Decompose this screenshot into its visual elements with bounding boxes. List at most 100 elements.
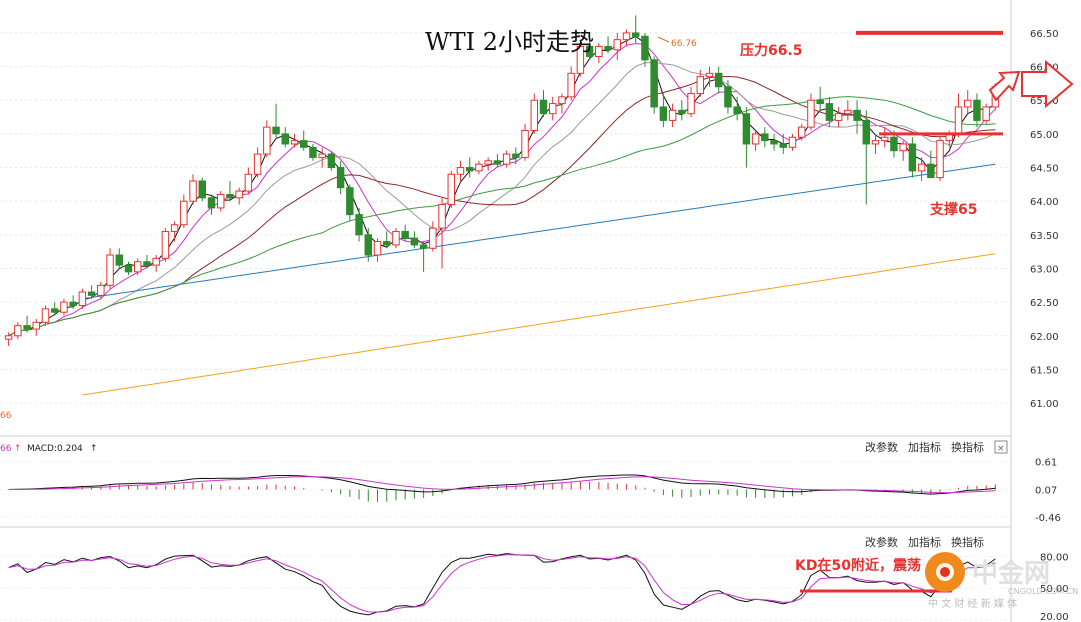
kd-grid <box>0 555 1011 621</box>
price-tick-label: 61.00 <box>1030 399 1059 410</box>
candle-down <box>336 167 345 189</box>
candle-up <box>244 173 253 192</box>
candle-up <box>954 106 963 135</box>
candle-down <box>816 99 824 105</box>
candle-up <box>429 227 437 249</box>
candle-down <box>927 163 935 179</box>
left-edge-label: 66 <box>0 411 12 421</box>
macd-axis: 0.61 0.07 -0.46 <box>1035 458 1061 524</box>
candle-down <box>770 140 778 145</box>
candle-up <box>447 173 456 206</box>
candle-down <box>346 187 354 216</box>
candle-up <box>161 230 170 259</box>
candle-up <box>180 200 188 226</box>
candle-up <box>880 136 889 142</box>
price-axis: 66.50 66.00 65.50 65.00 64.50 64.00 63.50 63.00… <box>1030 29 1059 410</box>
candle-up <box>936 140 944 179</box>
candle-up <box>613 39 622 51</box>
kd-tick-label: 20.00 <box>1040 612 1069 622</box>
high-marker: 66.76 <box>657 36 697 49</box>
candle-up <box>456 167 465 175</box>
ma-blue-line <box>82 163 996 300</box>
kd-change-params-button[interactable]: 改参数 <box>865 535 898 549</box>
candle-up <box>797 126 806 138</box>
candle-down <box>364 234 373 256</box>
candle-down <box>908 143 917 172</box>
toolbar-macd: 改参数 加指标 换指标 × <box>865 440 1008 454</box>
candle-down <box>50 308 59 313</box>
kd-d-line <box>8 554 996 613</box>
candle-down <box>641 35 649 61</box>
candle-down <box>410 237 419 246</box>
candle-up <box>4 335 13 340</box>
chart-title: WTI 2小时走势 <box>425 28 594 56</box>
change-params-button[interactable]: 改参数 <box>865 440 898 454</box>
candle-up <box>871 140 880 145</box>
candle-down <box>207 197 216 209</box>
candle-down <box>419 244 428 249</box>
candle-down <box>539 99 548 115</box>
close-icon[interactable]: × <box>997 444 1005 454</box>
macd-dea-line <box>8 476 996 494</box>
candle-up <box>834 113 843 121</box>
candlesticks <box>4 15 1000 346</box>
candle-down <box>87 291 96 296</box>
candle-up <box>622 32 631 41</box>
kd-axis: 80.00 50.00 20.00 <box>1040 552 1069 622</box>
candle-down <box>724 86 732 108</box>
candle-up <box>133 261 142 273</box>
price-tick-label: 62.00 <box>1030 332 1059 343</box>
candle-down <box>604 45 612 51</box>
candle-up <box>982 106 990 121</box>
candle-up <box>392 230 400 246</box>
candle-up <box>687 92 695 115</box>
macd-lines <box>8 474 996 495</box>
candle-up <box>189 180 197 202</box>
candle-down <box>890 136 898 152</box>
kd-annotation: KD在50附近，震荡 <box>795 557 921 574</box>
candle-down <box>281 133 290 145</box>
candle-up <box>484 160 492 165</box>
moving-averages <box>8 35 996 396</box>
price-tick-label: 66.50 <box>1030 29 1059 40</box>
close-button[interactable] <box>994 440 1008 454</box>
candle-up <box>530 99 539 132</box>
candle-up <box>576 45 585 74</box>
candle-up <box>696 76 705 94</box>
macd-grid <box>0 461 1011 518</box>
candle-down <box>678 109 686 115</box>
candle-down <box>733 106 741 115</box>
candle-up <box>475 163 483 172</box>
price-tick-label: 66.00 <box>1030 63 1059 74</box>
candle-down <box>355 214 363 236</box>
ma-orange-line <box>82 253 996 396</box>
ma-magenta-line <box>8 43 996 337</box>
price-tick-label: 61.50 <box>1030 365 1059 376</box>
candle-down <box>659 106 668 121</box>
up-arrow-icon <box>988 70 1021 102</box>
candle-up <box>751 133 760 145</box>
add-indicator-button[interactable]: 加指标 <box>908 440 941 454</box>
macd-tick-label: -0.46 <box>1035 513 1061 524</box>
candle-down <box>272 126 280 135</box>
candle-up <box>521 130 529 158</box>
candle-down <box>650 59 658 108</box>
candle-down <box>69 301 77 306</box>
support-annotation: 支撑65 <box>929 201 977 218</box>
candle-up <box>567 72 575 98</box>
candle-down <box>198 180 207 199</box>
candle-up <box>788 136 797 148</box>
candle-down <box>124 264 133 273</box>
toolbar-kd: 改参数 加指标 换指标 <box>865 535 984 549</box>
candle-up <box>318 153 326 158</box>
price-tick-label: 65.00 <box>1030 130 1059 141</box>
kd-tick-label: 80.00 <box>1040 552 1069 563</box>
candle-up <box>216 193 225 209</box>
candle-up <box>152 257 160 266</box>
switch-indicator-button[interactable]: 换指标 <box>951 440 984 454</box>
kd-add-indicator-button[interactable]: 加指标 <box>908 535 941 549</box>
kd-switch-indicator-button[interactable]: 换指标 <box>951 535 984 549</box>
candle-down <box>465 167 474 172</box>
candle-up <box>595 45 603 57</box>
